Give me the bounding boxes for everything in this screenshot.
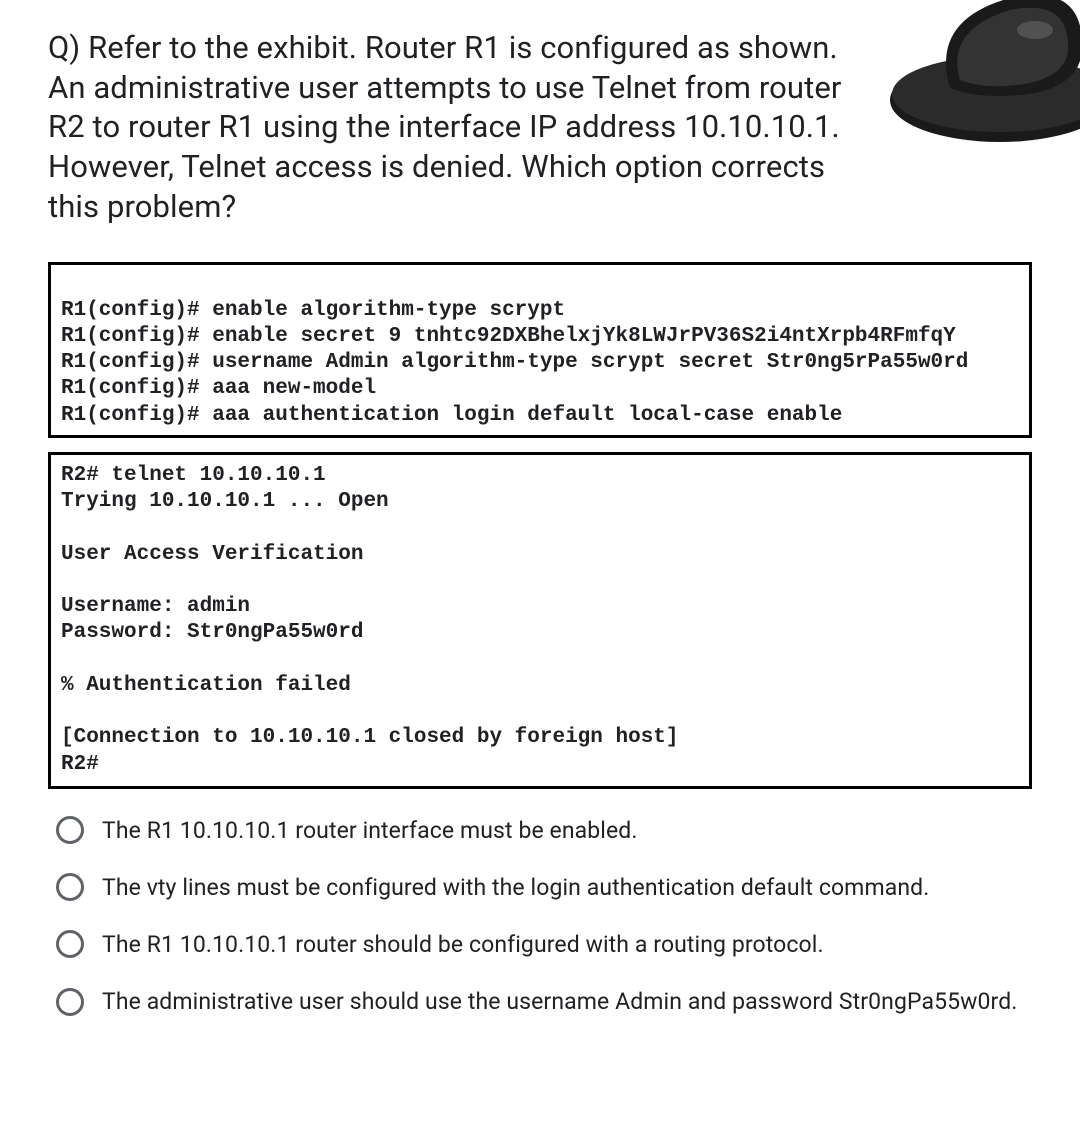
radio-icon xyxy=(56,988,84,1016)
option-label: The R1 10.10.10.1 router should be confi… xyxy=(102,929,824,960)
option-a[interactable]: The R1 10.10.10.1 router interface must … xyxy=(56,815,1032,846)
option-label: The R1 10.10.10.1 router interface must … xyxy=(102,815,638,846)
exhibit-config-box: R1(config)# enable algorithm-type scrypt… xyxy=(48,262,1032,438)
telnet-line: Username: admin xyxy=(61,595,250,618)
exhibit-telnet-box: R2# telnet 10.10.10.1 Trying 10.10.10.1 … xyxy=(48,452,1032,789)
telnet-line: Password: Str0ngPa55w0rd xyxy=(61,621,363,644)
radio-icon xyxy=(56,816,84,844)
radio-icon xyxy=(56,873,84,901)
telnet-line: % Authentication failed xyxy=(61,674,351,697)
config-line: R1(config)# username Admin algorithm-typ… xyxy=(61,351,968,374)
config-line: R1(config)# aaa authentication login def… xyxy=(61,404,842,427)
config-line: R1(config)# enable secret 9 tnhtc92DXBhe… xyxy=(61,325,956,348)
telnet-line: R2# telnet 10.10.10.1 xyxy=(61,464,326,487)
telnet-line: R2# xyxy=(61,753,99,776)
option-c[interactable]: The R1 10.10.10.1 router should be confi… xyxy=(56,929,1032,960)
options-group: The R1 10.10.10.1 router interface must … xyxy=(48,815,1032,1017)
telnet-line: Trying 10.10.10.1 ... Open xyxy=(61,490,389,513)
radio-icon xyxy=(56,930,84,958)
telnet-line: [Connection to 10.10.10.1 closed by fore… xyxy=(61,726,679,749)
config-line: R1(config)# enable algorithm-type scrypt xyxy=(61,299,565,322)
option-label: The vty lines must be configured with th… xyxy=(102,872,929,903)
option-label: The administrative user should use the u… xyxy=(102,986,1017,1017)
option-b[interactable]: The vty lines must be configured with th… xyxy=(56,872,1032,903)
config-line: R1(config)# aaa new-model xyxy=(61,377,376,400)
option-d[interactable]: The administrative user should use the u… xyxy=(56,986,1032,1017)
telnet-line: User Access Verification xyxy=(61,543,363,566)
hat-icon xyxy=(860,0,1080,160)
